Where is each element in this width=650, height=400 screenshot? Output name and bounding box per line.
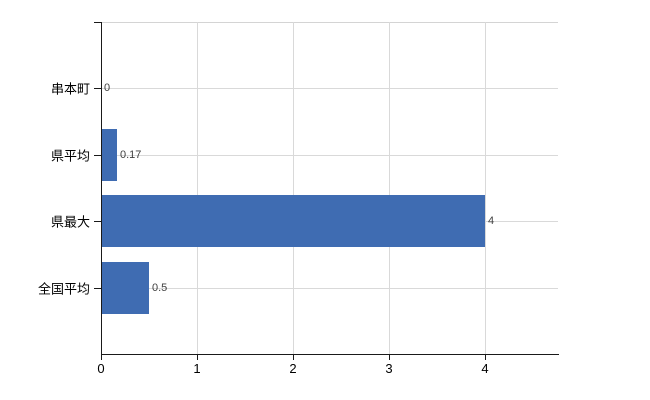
x-tick [197,355,198,360]
gridline-horizontal [101,88,558,89]
x-tick-label: 3 [385,361,393,376]
plot-area: 0 0.17 4 0.5 [101,22,558,354]
x-axis-line [101,354,559,355]
gridline-vertical [485,22,486,354]
value-labels-layer: 0 0.17 4 0.5 [101,22,558,354]
plot-top-border [101,22,558,23]
x-tick [389,355,390,360]
bars-layer [101,22,558,354]
category-label: 全国平均 [37,281,90,297]
x-tick-label: 2 [289,361,297,376]
x-tick-label: 1 [193,361,201,376]
bar-value-label: 0 [104,82,111,94]
bar [101,195,485,247]
y-tick [94,221,101,222]
gridline-vertical [389,22,390,354]
bar-value-label: 0.17 [120,149,142,161]
y-axis-top-tick [94,22,101,23]
x-tick [485,355,486,360]
gridline-vertical [293,22,294,354]
x-tick-label: 4 [481,361,489,376]
bar-value-label: 0.5 [152,282,168,294]
x-tick [101,355,102,360]
category-label: 県平均 [50,148,90,164]
y-tick [94,155,101,156]
category-label: 県最大 [50,214,90,230]
gridline-horizontal [101,155,558,156]
y-tick [94,88,101,89]
bar [101,129,117,181]
x-tick-label: 0 [97,361,105,376]
category-label: 串本町 [50,81,90,97]
gridline-vertical [197,22,198,354]
y-axis-line [101,22,102,355]
bar [101,262,149,314]
y-tick [94,288,101,289]
bar-value-label: 4 [488,215,495,227]
x-tick [293,355,294,360]
gridline-horizontal [101,288,558,289]
